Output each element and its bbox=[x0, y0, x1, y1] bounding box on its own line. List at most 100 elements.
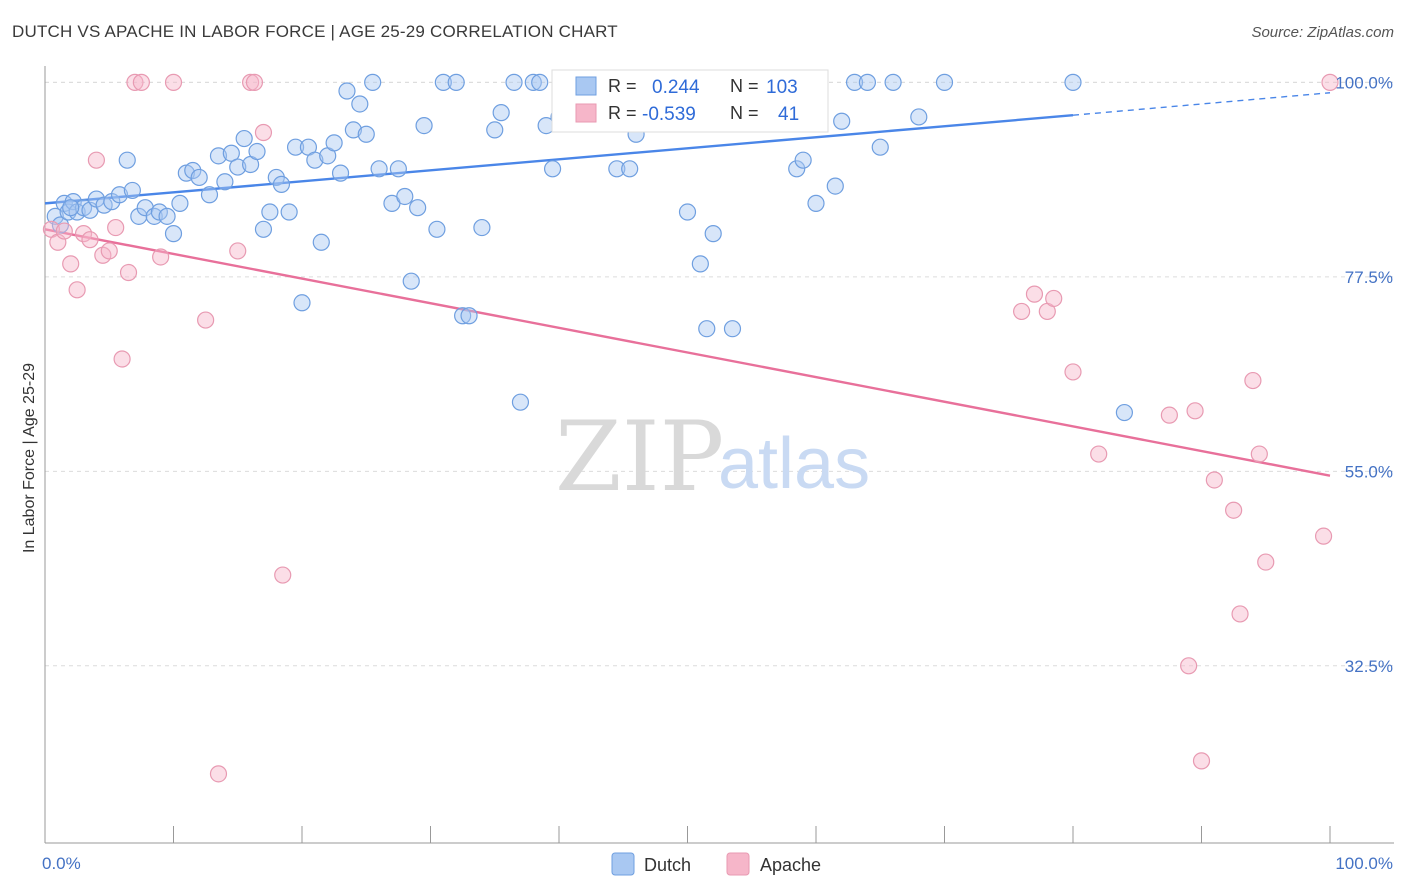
legend-r-label-apache: R = bbox=[608, 103, 637, 123]
point-dutch bbox=[531, 73, 549, 91]
point-apache bbox=[1250, 445, 1268, 463]
point-apache bbox=[1231, 605, 1249, 623]
point-dutch bbox=[200, 186, 219, 204]
point-apache bbox=[1025, 285, 1044, 303]
bottom-legend-swatch-apache bbox=[726, 852, 750, 876]
legend-r-value-apache: -0.539 bbox=[642, 104, 696, 125]
point-apache bbox=[1045, 289, 1063, 308]
trend-line-dutch bbox=[44, 114, 1074, 205]
point-apache bbox=[1180, 657, 1198, 675]
point-apache bbox=[245, 73, 264, 91]
trend-lines bbox=[44, 92, 1331, 477]
legend-n-value-dutch: 103 bbox=[766, 77, 798, 98]
point-dutch bbox=[357, 125, 375, 143]
point-apache bbox=[74, 225, 93, 243]
point-apache bbox=[197, 311, 215, 329]
point-dutch bbox=[884, 73, 902, 91]
point-apache bbox=[1160, 406, 1178, 424]
point-dutch bbox=[807, 194, 825, 212]
point-dutch bbox=[123, 181, 141, 200]
y-axis-label: In Labor Force | Age 25-29 bbox=[21, 363, 38, 553]
point-apache bbox=[68, 281, 86, 299]
point-apache bbox=[81, 231, 99, 249]
axes bbox=[44, 66, 1394, 844]
point-apache bbox=[274, 566, 292, 584]
point-dutch bbox=[351, 95, 369, 113]
point-dutch bbox=[1064, 73, 1082, 91]
point-dutch bbox=[486, 121, 504, 139]
point-dutch bbox=[415, 116, 433, 135]
point-apache bbox=[107, 218, 125, 237]
point-dutch bbox=[833, 112, 851, 130]
point-dutch bbox=[910, 108, 928, 126]
point-dutch bbox=[447, 73, 465, 91]
point-dutch bbox=[608, 160, 626, 178]
point-dutch bbox=[364, 73, 382, 91]
legend-n-label-dutch: N = bbox=[730, 76, 759, 96]
bottom-legend: Dutch Apache bbox=[611, 852, 821, 876]
legend-r-label-dutch: R = bbox=[608, 76, 637, 96]
point-dutch bbox=[272, 175, 291, 193]
point-dutch bbox=[826, 177, 844, 195]
bottom-legend-label-dutch: Dutch bbox=[644, 855, 691, 875]
point-dutch bbox=[280, 203, 298, 221]
point-dutch bbox=[704, 225, 722, 243]
point-dutch bbox=[524, 73, 542, 91]
legend-r-value-dutch: 0.244 bbox=[652, 77, 700, 98]
y-tick-label: 100.0% bbox=[1335, 73, 1393, 92]
point-dutch bbox=[158, 207, 176, 225]
point-dutch bbox=[1115, 403, 1134, 422]
point-dutch bbox=[492, 104, 510, 122]
point-dutch bbox=[543, 160, 562, 178]
point-apache bbox=[62, 255, 80, 273]
watermark-zip: ZIP bbox=[555, 401, 724, 513]
point-apache bbox=[1314, 527, 1333, 545]
chart-title: DUTCH VS APACHE IN LABOR FORCE | AGE 25-… bbox=[12, 22, 618, 41]
point-dutch bbox=[261, 203, 279, 221]
point-dutch bbox=[110, 186, 129, 204]
point-apache bbox=[1186, 402, 1204, 420]
point-dutch bbox=[338, 82, 356, 100]
y-tick-label: 55.0% bbox=[1345, 462, 1393, 481]
point-dutch bbox=[229, 158, 247, 176]
point-dutch bbox=[331, 164, 350, 182]
point-dutch bbox=[621, 160, 639, 178]
point-apache bbox=[132, 73, 150, 91]
legend-box: R = 0.244 N = 103 R = -0.539 N = 41 bbox=[551, 69, 829, 133]
point-dutch bbox=[209, 147, 228, 165]
point-dutch bbox=[794, 151, 812, 169]
point-apache bbox=[209, 765, 228, 783]
point-dutch bbox=[118, 151, 136, 169]
point-dutch bbox=[389, 160, 407, 178]
point-dutch bbox=[293, 294, 311, 312]
y-tick-label: 32.5% bbox=[1345, 657, 1393, 676]
point-dutch bbox=[788, 160, 806, 178]
y-tick-label: 77.5% bbox=[1345, 268, 1393, 287]
watermark-atlas: atlas bbox=[718, 424, 870, 504]
x-tick-label: 0.0% bbox=[42, 854, 81, 873]
legend-n-label-apache: N = bbox=[730, 103, 759, 123]
point-dutch bbox=[306, 151, 324, 169]
point-dutch bbox=[62, 199, 80, 217]
point-dutch bbox=[222, 144, 240, 162]
point-dutch bbox=[396, 187, 414, 206]
point-dutch bbox=[286, 138, 305, 156]
point-dutch bbox=[409, 199, 427, 217]
point-dutch bbox=[344, 121, 362, 139]
point-dutch bbox=[46, 207, 64, 225]
point-dutch bbox=[460, 307, 478, 325]
point-apache bbox=[87, 151, 106, 169]
point-dutch bbox=[254, 220, 273, 238]
point-dutch bbox=[698, 320, 716, 338]
point-dutch bbox=[678, 203, 697, 221]
point-dutch bbox=[434, 73, 452, 91]
point-dutch bbox=[473, 218, 491, 237]
point-apache bbox=[1192, 752, 1211, 770]
point-apache bbox=[1244, 371, 1262, 390]
bottom-legend-swatch-dutch bbox=[611, 852, 635, 876]
point-dutch bbox=[691, 255, 709, 273]
point-dutch bbox=[505, 73, 523, 91]
point-apache bbox=[1012, 302, 1031, 321]
point-dutch bbox=[171, 194, 189, 212]
